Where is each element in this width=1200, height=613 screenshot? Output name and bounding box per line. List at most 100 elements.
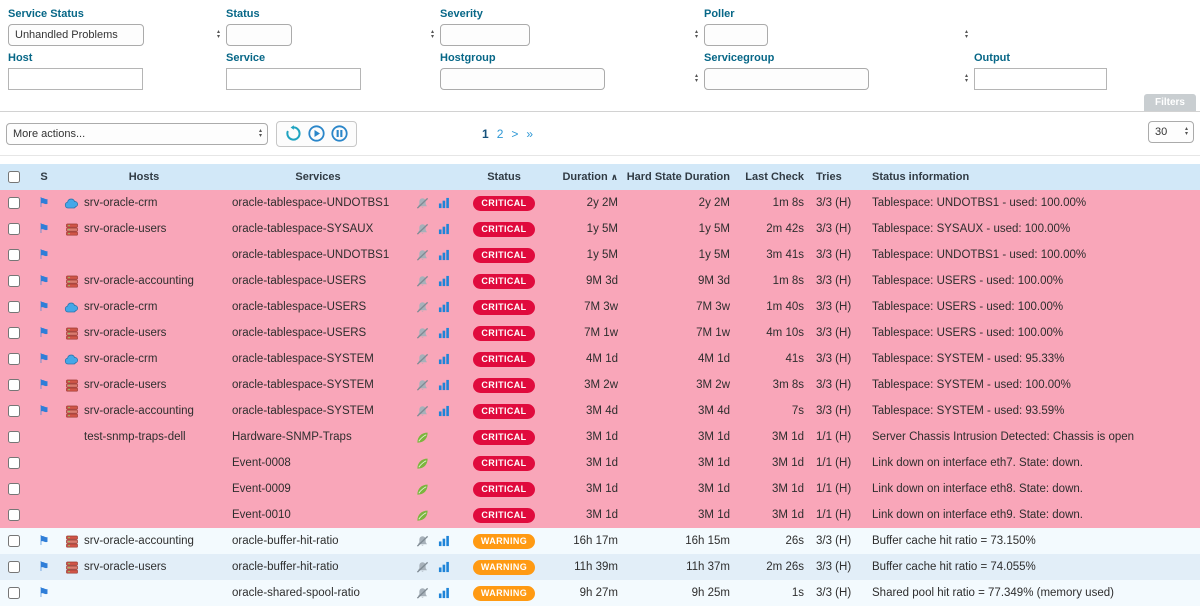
play-icon[interactable] (308, 125, 325, 142)
notifications-muted-icon[interactable] (416, 379, 429, 392)
row-checkbox[interactable] (8, 327, 20, 339)
select-all-checkbox[interactable] (8, 171, 20, 183)
row-checkbox[interactable] (8, 483, 20, 495)
chart-icon[interactable] (438, 301, 450, 313)
servicegroup-select[interactable] (704, 68, 869, 90)
row-checkbox[interactable] (8, 535, 20, 547)
page-size-select[interactable]: 30 (1148, 121, 1194, 143)
chart-icon[interactable] (438, 353, 450, 365)
host-link[interactable]: test-snmp-traps-dell (84, 431, 186, 443)
host-link[interactable]: srv-oracle-users (84, 379, 166, 391)
flag-icon[interactable]: ⚑ (38, 585, 50, 600)
chart-icon[interactable] (438, 561, 450, 573)
service-link[interactable]: oracle-tablespace-USERS (232, 327, 366, 339)
service-link[interactable]: oracle-tablespace-USERS (232, 275, 366, 287)
notifications-muted-icon[interactable] (416, 405, 429, 418)
output-input[interactable] (974, 68, 1107, 90)
flag-icon[interactable]: ⚑ (38, 299, 50, 314)
col-status-information[interactable]: Status information (864, 164, 1200, 190)
row-checkbox[interactable] (8, 249, 20, 261)
host-link[interactable]: srv-oracle-crm (84, 197, 157, 209)
chart-icon[interactable] (438, 275, 450, 287)
host-link[interactable]: srv-oracle-users (84, 327, 166, 339)
row-checkbox[interactable] (8, 431, 20, 443)
service-link[interactable]: oracle-tablespace-SYSTEM (232, 405, 374, 417)
row-checkbox[interactable] (8, 587, 20, 599)
flag-icon[interactable]: ⚑ (38, 351, 50, 366)
severity-select[interactable] (440, 24, 530, 46)
flag-icon[interactable]: ⚑ (38, 273, 50, 288)
flag-icon[interactable]: ⚑ (38, 559, 50, 574)
host-input[interactable] (8, 68, 143, 90)
host-link[interactable]: srv-oracle-crm (84, 353, 157, 365)
notifications-muted-icon[interactable] (416, 535, 429, 548)
service-link[interactable]: Event-0010 (232, 509, 291, 521)
service-link[interactable]: oracle-buffer-hit-ratio (232, 561, 339, 573)
notifications-muted-icon[interactable] (416, 327, 429, 340)
row-checkbox[interactable] (8, 457, 20, 469)
service-link[interactable]: oracle-shared-spool-ratio (232, 587, 360, 599)
service-link[interactable]: oracle-buffer-hit-ratio (232, 535, 339, 547)
notifications-muted-icon[interactable] (416, 561, 429, 574)
row-checkbox[interactable] (8, 561, 20, 573)
notifications-muted-icon[interactable] (416, 249, 429, 262)
col-hosts[interactable]: Hosts (60, 164, 228, 190)
service-link[interactable]: oracle-tablespace-SYSTEM (232, 379, 374, 391)
chart-icon[interactable] (438, 327, 450, 339)
filters-tab-button[interactable]: Filters (1144, 94, 1196, 111)
host-link[interactable]: srv-oracle-accounting (84, 535, 194, 547)
chart-icon[interactable] (438, 535, 450, 547)
chart-icon[interactable] (438, 249, 450, 261)
col-duration[interactable]: Duration∧ (542, 164, 622, 190)
status-select[interactable] (226, 24, 292, 46)
pause-icon[interactable] (331, 125, 348, 142)
service-link[interactable]: oracle-tablespace-UNDOTBS1 (232, 197, 389, 209)
row-checkbox[interactable] (8, 197, 20, 209)
host-link[interactable]: srv-oracle-users (84, 223, 166, 235)
host-link[interactable]: srv-oracle-crm (84, 301, 157, 313)
col-hard-state-duration[interactable]: Hard State Duration (622, 164, 734, 190)
service-link[interactable]: Event-0008 (232, 457, 291, 469)
refresh-icon[interactable] (285, 125, 302, 142)
service-link[interactable]: oracle-tablespace-UNDOTBS1 (232, 249, 389, 261)
service-link[interactable]: Event-0009 (232, 483, 291, 495)
more-actions-select[interactable]: More actions... (6, 123, 268, 145)
row-checkbox[interactable] (8, 509, 20, 521)
notifications-muted-icon[interactable] (416, 301, 429, 314)
col-tries[interactable]: Tries (808, 164, 864, 190)
host-link[interactable]: srv-oracle-accounting (84, 405, 194, 417)
flag-icon[interactable]: ⚑ (38, 377, 50, 392)
chart-icon[interactable] (438, 223, 450, 235)
col-last-check[interactable]: Last Check (734, 164, 808, 190)
col-status[interactable]: Status (466, 164, 542, 190)
service-link[interactable]: oracle-tablespace-USERS (232, 301, 366, 313)
page-next-link[interactable]: > (511, 127, 518, 141)
page-last-link[interactable]: » (526, 127, 533, 141)
service-input[interactable] (226, 68, 361, 90)
row-checkbox[interactable] (8, 223, 20, 235)
col-services[interactable]: Services (228, 164, 408, 190)
notifications-muted-icon[interactable] (416, 275, 429, 288)
notifications-muted-icon[interactable] (416, 223, 429, 236)
chart-icon[interactable] (438, 379, 450, 391)
chart-icon[interactable] (438, 405, 450, 417)
flag-icon[interactable]: ⚑ (38, 403, 50, 418)
notifications-muted-icon[interactable] (416, 587, 429, 600)
flag-icon[interactable]: ⚑ (38, 247, 50, 262)
row-checkbox[interactable] (8, 379, 20, 391)
service-link[interactable]: oracle-tablespace-SYSAUX (232, 223, 373, 235)
poller-select[interactable] (704, 24, 768, 46)
flag-icon[interactable]: ⚑ (38, 533, 50, 548)
page-2-link[interactable]: 2 (497, 127, 504, 141)
row-checkbox[interactable] (8, 405, 20, 417)
hostgroup-select[interactable] (440, 68, 605, 90)
notifications-muted-icon[interactable] (416, 353, 429, 366)
row-checkbox[interactable] (8, 301, 20, 313)
chart-icon[interactable] (438, 197, 450, 209)
host-link[interactable]: srv-oracle-accounting (84, 275, 194, 287)
service-status-select[interactable]: Unhandled Problems (8, 24, 144, 46)
row-checkbox[interactable] (8, 353, 20, 365)
row-checkbox[interactable] (8, 275, 20, 287)
notifications-muted-icon[interactable] (416, 197, 429, 210)
service-link[interactable]: oracle-tablespace-SYSTEM (232, 353, 374, 365)
